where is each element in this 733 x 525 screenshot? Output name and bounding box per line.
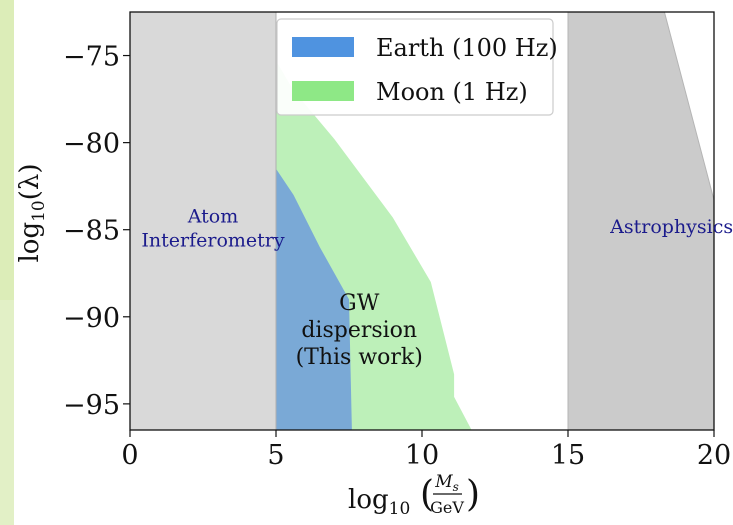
x-tick-label: 10 [405,440,439,471]
x-tick-label: 0 [121,440,138,471]
x-tick-label: 20 [697,440,731,471]
legend-swatch-moon [292,81,354,101]
legend-label-earth: Earth (100 Hz) [376,34,558,62]
left-border-strip-lower [0,300,14,525]
y-tick-label: −75 [63,42,120,73]
region-label-astrophysics: Astrophysics [609,216,733,238]
legend: Earth (100 Hz) Moon (1 Hz) [276,18,558,116]
region-labels: Atom Interferometry Astrophysics GW dispersi… [141,206,733,370]
axis-ticks: 0 5 10 15 20 −75 −80 −85 −90 −95 [63,42,731,471]
x-axis-left-paren: ( [420,474,434,515]
region-label-atom-interferometry: Atom Interferometry [141,206,284,252]
y-tick-label: −95 [63,390,120,421]
x-axis-label: log10 ( Ms GeV ) [348,472,480,519]
legend-label-moon: Moon (1 Hz) [376,78,528,106]
x-axis-right-paren: ) [466,474,480,515]
y-tick-label: −90 [63,303,120,334]
legend-swatch-earth [292,37,354,57]
region-atom-interferometry [130,12,276,430]
x-tick-label: 5 [267,440,284,471]
x-axis-label-denominator: GeV [430,498,464,517]
gw-dispersion-annotation: GW dispersion (This work) [296,291,423,370]
series-earth-area [276,168,352,431]
plot-regions [130,11,715,431]
y-axis-label-text: log10(λ) [15,163,49,262]
x-axis-label-numerator: Ms [434,472,459,494]
x-axis-label-log: log10 [348,485,410,519]
y-tick-label: −85 [63,216,120,247]
x-tick-label: 15 [551,440,585,471]
y-tick-label: −80 [63,129,120,160]
y-axis-label: log10(λ) [15,163,49,262]
